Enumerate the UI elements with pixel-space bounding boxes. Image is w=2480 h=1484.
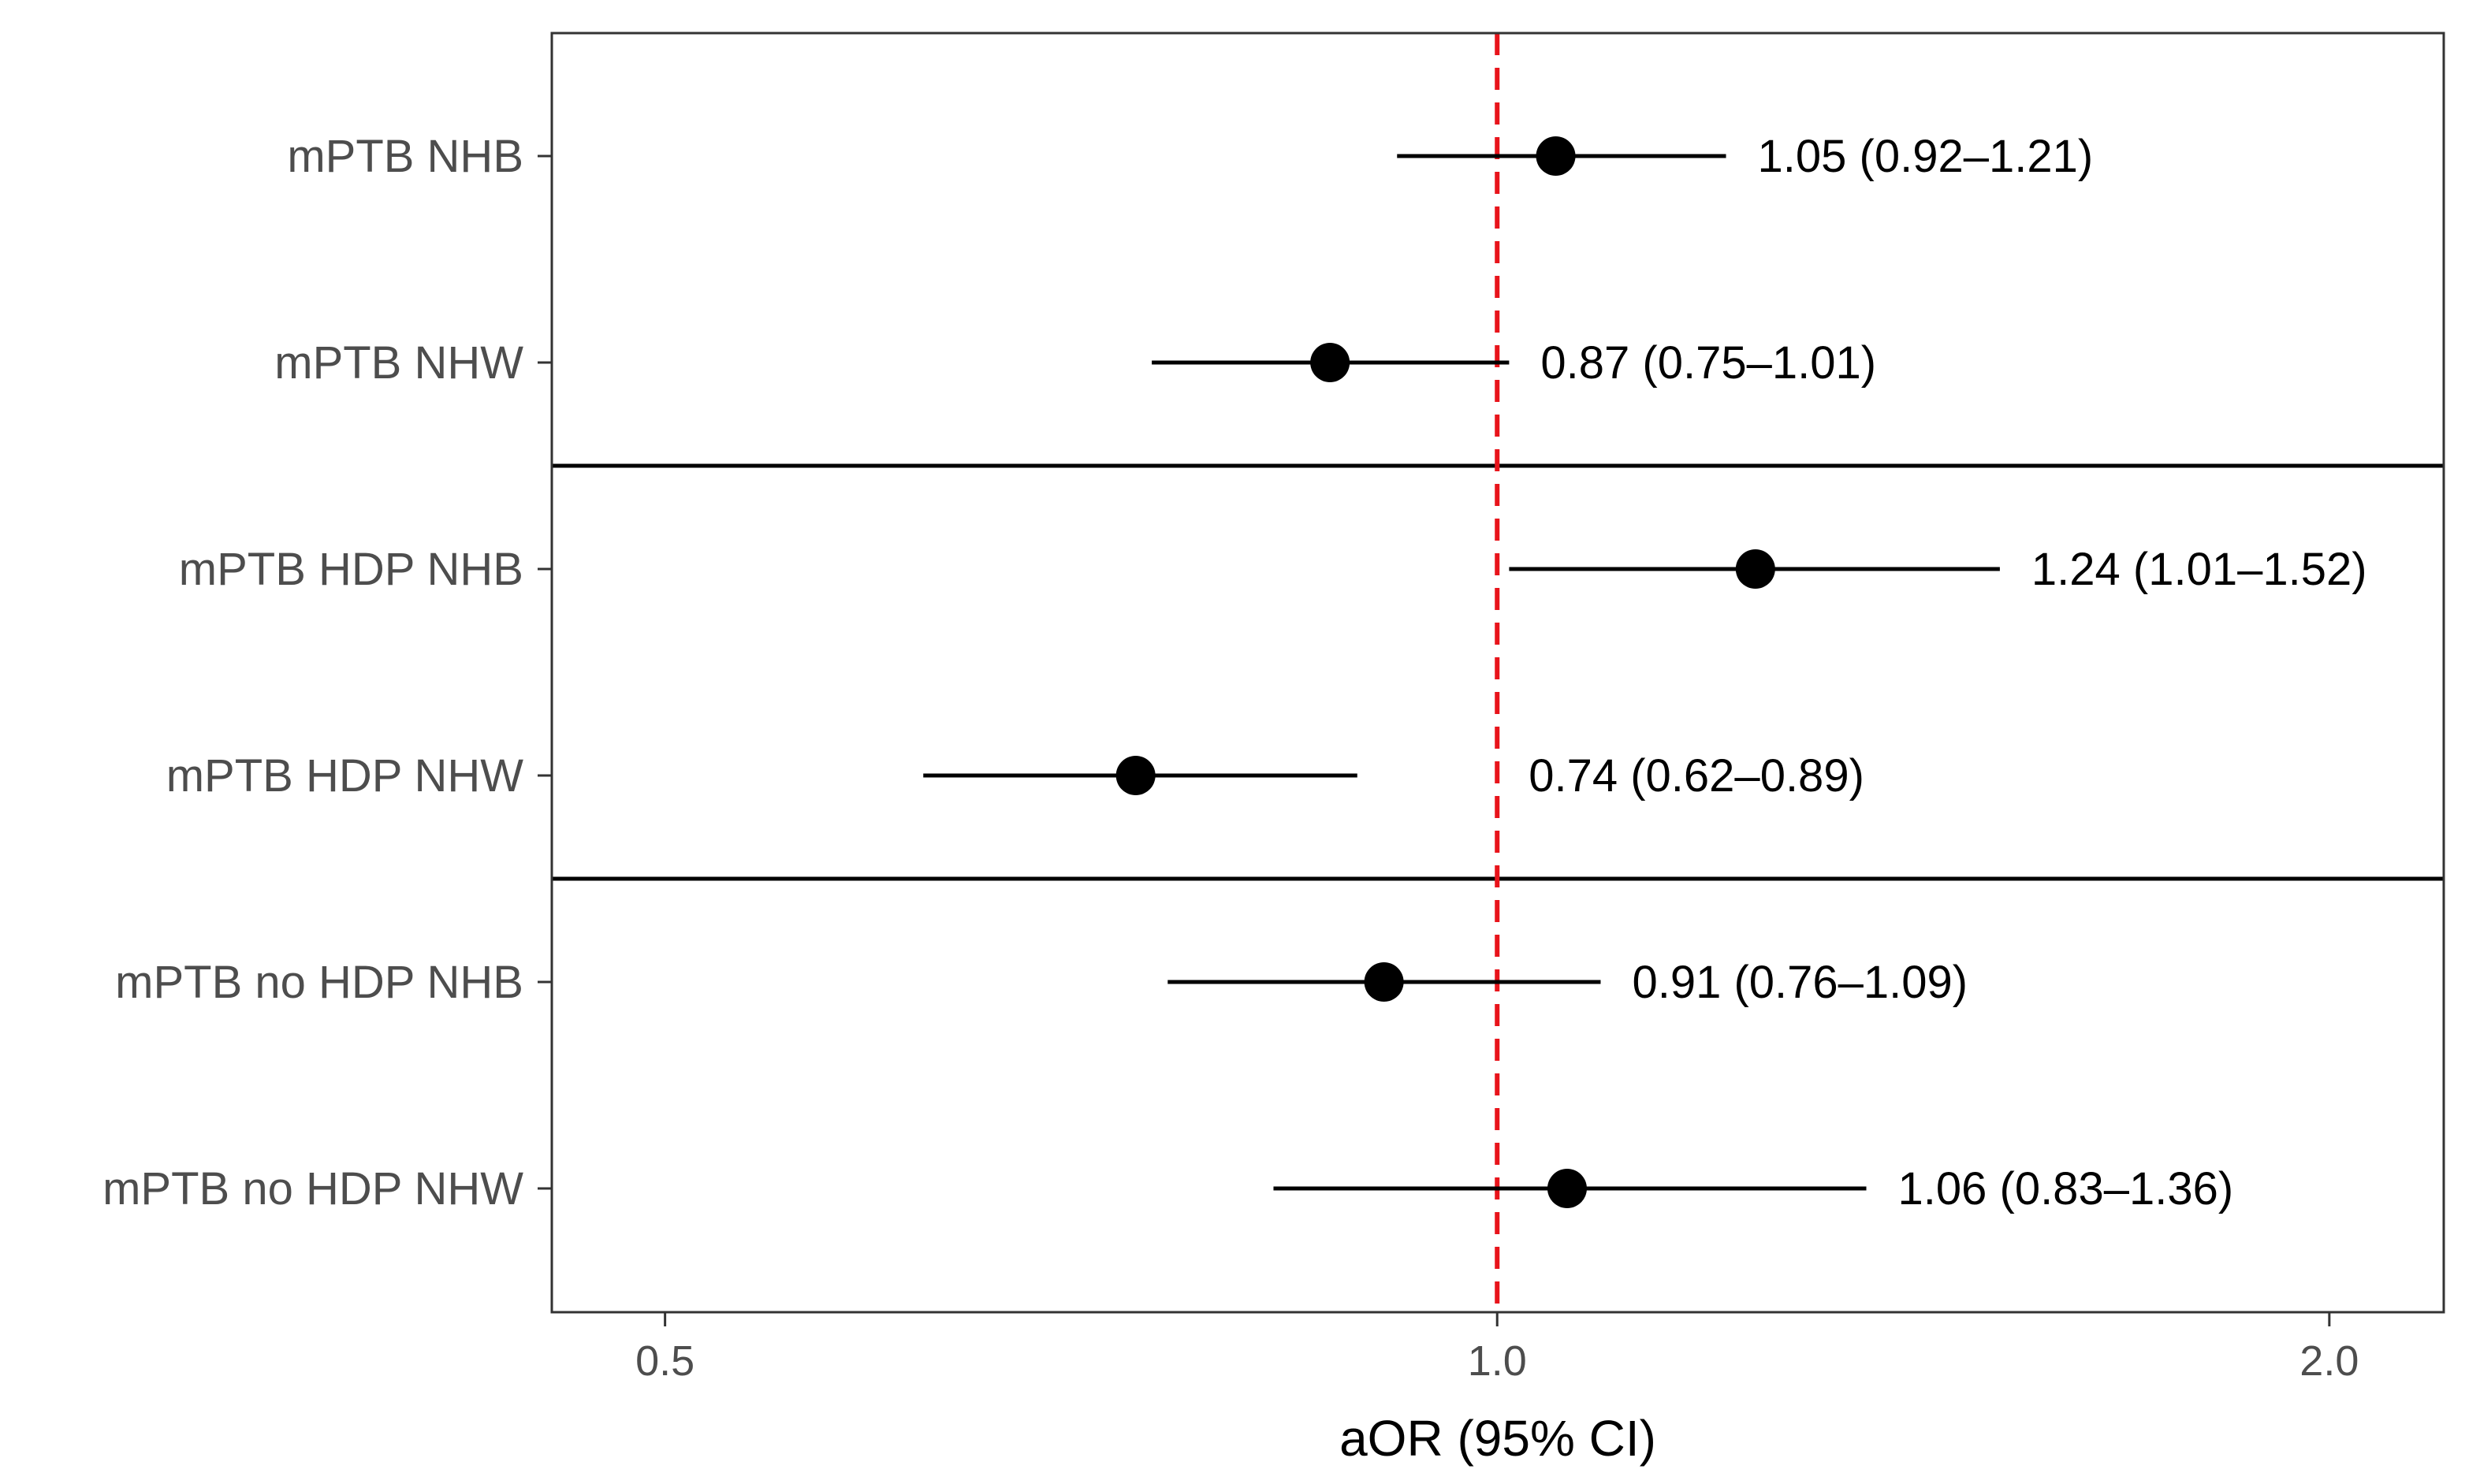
x-tick-label-1: 0.5 xyxy=(635,1337,694,1385)
x-axis-ticks: 0.5 1.0 2.0 xyxy=(635,1312,2359,1385)
x-tick-label-3: 2.0 xyxy=(2299,1337,2359,1385)
point-estimate-5 xyxy=(1364,962,1404,1002)
point-estimate-2 xyxy=(1310,343,1350,382)
point-estimates xyxy=(1115,136,1775,1208)
plot-panel-border xyxy=(550,32,2445,1314)
estimate-annotations: 1.05 (0.92–1.21) 0.87 (0.75–1.01) 1.24 (1.… xyxy=(1529,131,2366,1214)
annotation-2: 0.87 (0.75–1.01) xyxy=(1540,337,1876,389)
row-label-4: mPTB HDP NHW xyxy=(166,750,524,802)
row-labels: mPTB NHB mPTB NHW mPTB HDP NHB mPTB HDP NHW… xyxy=(102,131,552,1214)
annotation-3: 1.24 (1.01–1.52) xyxy=(2031,544,2367,595)
point-estimate-1 xyxy=(1536,136,1576,176)
x-axis-title: aOR (95% CI) xyxy=(1339,1410,1656,1467)
point-estimate-4 xyxy=(1115,756,1156,795)
row-label-3: mPTB HDP NHB xyxy=(179,544,523,595)
row-label-5: mPTB no HDP NHB xyxy=(115,957,523,1008)
annotation-4: 0.74 (0.62–0.89) xyxy=(1529,750,1864,802)
x-tick-label-2: 1.0 xyxy=(1468,1337,1527,1385)
annotation-6: 1.06 (0.83–1.36) xyxy=(1898,1163,2234,1214)
annotation-5: 0.91 (0.76–1.09) xyxy=(1632,957,1968,1008)
row-label-1: mPTB NHB xyxy=(287,131,523,182)
row-label-2: mPTB NHW xyxy=(274,337,523,389)
row-label-6: mPTB no HDP NHW xyxy=(102,1163,523,1214)
point-estimate-3 xyxy=(1735,549,1775,589)
annotation-1: 1.05 (0.92–1.21) xyxy=(1758,131,2094,182)
point-estimate-6 xyxy=(1547,1169,1587,1208)
